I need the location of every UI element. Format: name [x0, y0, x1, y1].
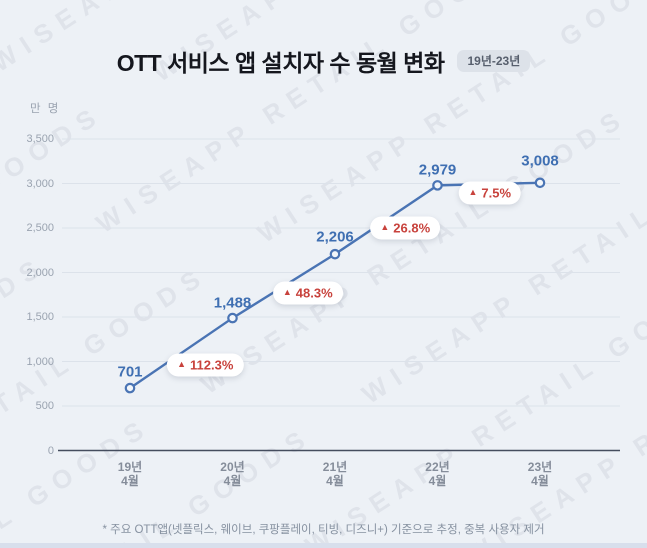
data-point — [534, 177, 546, 189]
up-triangle-icon: ▲ — [468, 186, 478, 197]
change-percent-label: 112.3% — [190, 357, 234, 373]
data-value-label: 1,488 — [213, 294, 252, 312]
up-triangle-icon: ▲ — [177, 359, 187, 370]
y-axis-tick-label: 3,000 — [26, 177, 54, 190]
up-triangle-icon: ▲ — [380, 221, 390, 232]
data-point — [227, 312, 238, 324]
change-percent-label: 7.5% — [481, 185, 512, 201]
page-title: OTT 서비스 앱 설치자 수 동월 변화 — [116, 50, 445, 76]
date-range-badge: 19년-23년 — [457, 50, 531, 72]
y-axis-tick-label: 0 — [47, 444, 54, 457]
y-axis-tick-label: 1,500 — [26, 311, 54, 323]
x-axis-tick-label: 22년 4월 — [425, 460, 450, 488]
chart-header: OTT 서비스 앱 설치자 수 동월 변화 19년-23년 — [0, 44, 647, 78]
data-point — [124, 382, 136, 394]
data-value-label: 2,979 — [418, 161, 457, 179]
change-percent-label: 48.3% — [295, 285, 333, 301]
data-value-label: 2,206 — [316, 228, 354, 246]
x-axis-tick-label: 23년 4월 — [527, 460, 553, 488]
footnote: * 주요 OTT앱(넷플릭스, 웨이브, 쿠팡플레이, 티빙, 디즈니+) 기준… — [102, 524, 545, 536]
up-triangle-icon: ▲ — [282, 287, 292, 298]
y-axis-tick-label: 3,500 — [26, 133, 54, 145]
data-point — [329, 248, 341, 260]
y-axis-tick-label: 2,500 — [26, 222, 54, 234]
x-axis-tick-label: 21년 4월 — [322, 460, 348, 488]
y-axis-tick-label: 500 — [35, 400, 54, 412]
x-axis-tick-label: 19년 4월 — [117, 460, 143, 488]
change-badge: ▲ 7.5% — [458, 181, 522, 205]
bottom-edge-strip — [0, 543, 647, 548]
change-percent-label: 26.8% — [393, 220, 431, 236]
y-axis-unit-label: 만 명 — [30, 103, 61, 115]
data-point — [432, 180, 443, 191]
change-badge: ▲ 26.8% — [370, 216, 441, 240]
x-axis-tick-label: 20년 4월 — [220, 460, 245, 488]
change-badge: ▲ 48.3% — [272, 281, 343, 305]
data-value-label: 3,008 — [521, 152, 559, 170]
y-axis-tick-label: 1,000 — [26, 355, 54, 368]
data-value-label: 701 — [117, 363, 143, 381]
change-badge: ▲ 112.3% — [167, 353, 244, 377]
y-axis-tick-label: 2,000 — [26, 266, 54, 279]
